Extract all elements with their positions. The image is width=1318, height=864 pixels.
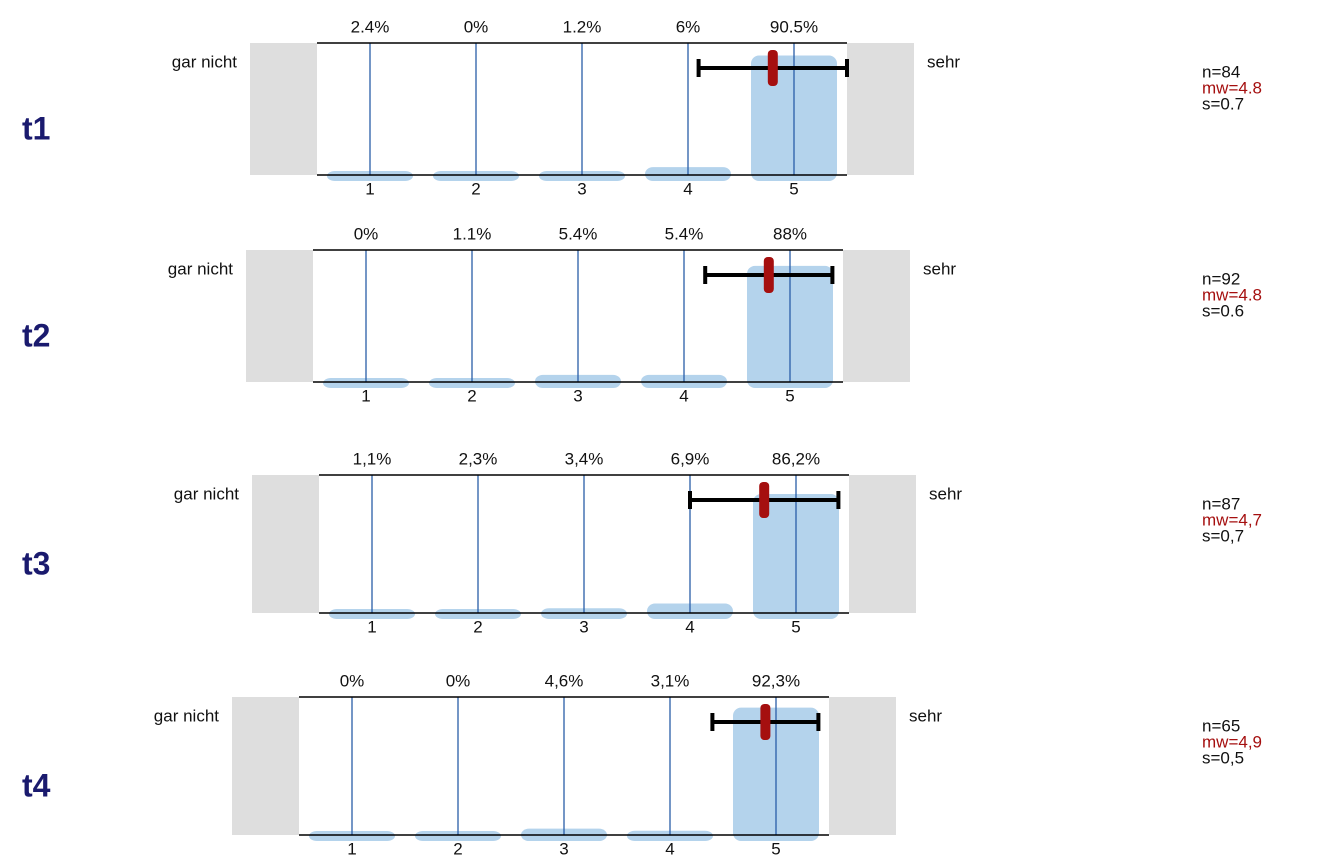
x-tick-label: 1: [367, 617, 376, 636]
x-tick-label: 4: [683, 179, 692, 198]
value-label: 2,3%: [459, 449, 498, 468]
stat-mean: mw=4.8: [1202, 285, 1262, 304]
value-label: 0%: [354, 224, 379, 243]
bar: [327, 171, 413, 181]
value-label: 5.4%: [559, 224, 598, 243]
stat-mean: mw=4.8: [1202, 78, 1262, 97]
left-label: gar nicht: [168, 259, 233, 278]
bar: [539, 171, 625, 181]
x-tick-label: 1: [365, 179, 374, 198]
x-tick-label: 5: [789, 179, 798, 198]
bar: [309, 831, 395, 841]
left-label: gar nicht: [154, 706, 219, 725]
chart-title: t1: [22, 110, 50, 146]
chart-title: t4: [22, 767, 51, 803]
value-label: 6%: [676, 17, 701, 36]
x-tick-label: 5: [785, 386, 794, 405]
value-label: 2.4%: [351, 17, 390, 36]
side-box: [843, 250, 910, 382]
value-label: 86,2%: [772, 449, 820, 468]
x-tick-label: 2: [467, 386, 476, 405]
value-label: 1,1%: [353, 449, 392, 468]
x-tick-label: 1: [347, 839, 356, 858]
stat-sd: s=0,7: [1202, 526, 1244, 545]
value-label: 1.2%: [563, 17, 602, 36]
side-box: [250, 43, 317, 175]
right-label: sehr: [909, 706, 942, 725]
x-tick-label: 1: [361, 386, 370, 405]
x-tick-label: 2: [471, 179, 480, 198]
stat-sd: s=0.7: [1202, 94, 1244, 113]
stat-n: n=92: [1202, 269, 1240, 288]
left-label: gar nicht: [174, 484, 239, 503]
value-label: 5.4%: [665, 224, 704, 243]
x-tick-label: 5: [771, 839, 780, 858]
value-label: 0%: [446, 671, 471, 690]
value-label: 1.1%: [453, 224, 492, 243]
stat-mean: mw=4,9: [1202, 732, 1262, 751]
stat-n: n=84: [1202, 62, 1240, 81]
value-label: 92,3%: [752, 671, 800, 690]
x-tick-label: 5: [791, 617, 800, 636]
side-box: [829, 697, 896, 835]
mean-marker: [767, 50, 778, 86]
chart-title: t2: [22, 317, 50, 353]
stat-mean: mw=4,7: [1202, 510, 1262, 529]
bar: [433, 171, 519, 181]
value-label: 3,4%: [565, 449, 604, 468]
stat-sd: s=0.6: [1202, 301, 1244, 320]
x-tick-label: 3: [577, 179, 586, 198]
x-tick-label: 4: [665, 839, 674, 858]
right-label: sehr: [929, 484, 962, 503]
value-label: 0%: [340, 671, 365, 690]
bar: [429, 378, 515, 388]
right-label: sehr: [927, 52, 960, 71]
x-tick-label: 4: [679, 386, 688, 405]
value-label: 3,1%: [651, 671, 690, 690]
x-tick-label: 4: [685, 617, 694, 636]
value-label: 90.5%: [770, 17, 818, 36]
mean-marker: [763, 257, 774, 293]
stat-sd: s=0,5: [1202, 748, 1244, 767]
chart-title: t3: [22, 545, 50, 581]
side-box: [232, 697, 299, 835]
side-box: [252, 475, 319, 613]
right-label: sehr: [923, 259, 956, 278]
value-label: 88%: [773, 224, 807, 243]
x-tick-label: 3: [559, 839, 568, 858]
side-box: [849, 475, 916, 613]
bar: [329, 609, 415, 619]
value-label: 0%: [464, 17, 489, 36]
bar: [323, 378, 409, 388]
value-label: 4,6%: [545, 671, 584, 690]
side-box: [246, 250, 313, 382]
x-tick-label: 2: [473, 617, 482, 636]
mean-marker: [760, 704, 771, 740]
x-tick-label: 2: [453, 839, 462, 858]
bar: [627, 830, 713, 841]
stat-n: n=65: [1202, 716, 1240, 735]
bar: [415, 831, 501, 841]
bar: [435, 609, 521, 619]
stat-n: n=87: [1202, 494, 1240, 513]
x-tick-label: 3: [579, 617, 588, 636]
side-box: [847, 43, 914, 175]
x-tick-label: 3: [573, 386, 582, 405]
value-label: 6,9%: [671, 449, 710, 468]
left-label: gar nicht: [172, 52, 237, 71]
mean-marker: [759, 482, 770, 518]
